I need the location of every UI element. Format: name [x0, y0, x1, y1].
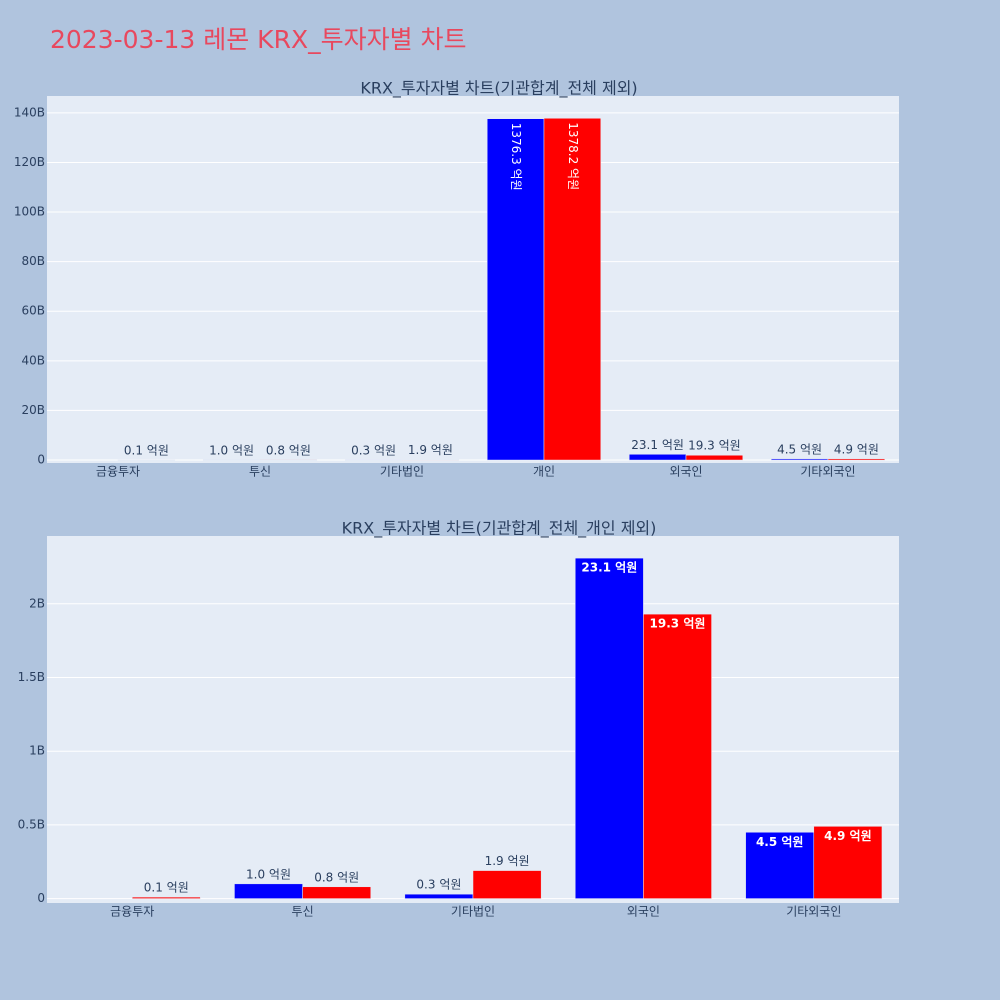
value-label: 4.5 억원 — [777, 442, 822, 456]
bar — [202, 459, 261, 461]
y-tick-label: 60B — [21, 304, 45, 318]
x-tick-label: 기타법인 — [451, 905, 495, 919]
x-tick-label: 기타외국인 — [800, 465, 855, 479]
x-tick-label: 기타법인 — [380, 465, 424, 479]
value-label: 0.1 억원 — [144, 881, 189, 895]
value-label: 0.3 억원 — [416, 878, 461, 892]
y-tick-label: 20B — [21, 403, 45, 417]
value-label: 4.9 억원 — [834, 442, 879, 456]
bar — [813, 826, 883, 899]
bar — [344, 459, 403, 461]
y-tick-label: 0 — [37, 891, 45, 905]
y-tick-label: 2B — [29, 596, 45, 610]
value-label: 19.3 억원 — [688, 439, 741, 453]
chart-title: KRX_투자자별 차트(기관합계_전체 제외) — [360, 79, 637, 99]
value-label: 1376.3 억원 — [509, 123, 523, 191]
y-tick-label: 40B — [21, 353, 45, 367]
value-label: 0.8 억원 — [314, 870, 359, 884]
value-label: 0.8 억원 — [266, 443, 311, 457]
y-tick-label: 0.5B — [18, 817, 45, 831]
bar — [827, 458, 886, 461]
y-tick-label: 100B — [14, 205, 45, 219]
x-tick-label: 투신 — [249, 465, 271, 479]
y-tick-label: 1B — [29, 744, 45, 758]
plot-area — [47, 96, 899, 463]
value-label: 1.9 억원 — [485, 854, 530, 868]
bar — [401, 459, 460, 461]
x-tick-label: 개인 — [533, 465, 555, 479]
value-label: 19.3 억원 — [650, 617, 706, 631]
x-tick-label: 외국인 — [669, 465, 702, 479]
x-tick-label: 기타외국인 — [786, 905, 841, 919]
y-tick-label: 80B — [21, 254, 45, 268]
bar — [543, 118, 602, 461]
bar — [628, 454, 687, 461]
value-label: 1.9 억원 — [408, 443, 453, 457]
value-label: 23.1 억원 — [631, 438, 684, 452]
value-label: 1378.2 억원 — [566, 122, 580, 190]
value-label: 1.0 억원 — [246, 867, 291, 881]
value-label: 1.0 억원 — [209, 443, 254, 457]
bar — [574, 557, 644, 899]
bar — [131, 896, 201, 899]
bar — [117, 459, 176, 461]
y-tick-label: 0 — [37, 453, 45, 467]
bar — [302, 886, 372, 899]
value-label: 23.1 억원 — [581, 561, 637, 575]
chart-title: KRX_투자자별 차트(기관합계_전체_개인 제외) — [342, 519, 657, 539]
page-title: 2023-03-13 레몬 KRX_투자자별 차트 — [50, 25, 467, 54]
y-tick-label: 1.5B — [18, 670, 45, 684]
bar — [404, 893, 474, 899]
value-label: 0.3 억원 — [351, 443, 396, 457]
y-tick-label: 120B — [14, 155, 45, 169]
bar — [770, 458, 829, 461]
x-tick-label: 금융투자 — [110, 905, 154, 919]
bar — [685, 454, 744, 461]
bar — [234, 883, 303, 899]
bar — [643, 613, 712, 899]
bar — [259, 459, 318, 461]
y-tick-label: 140B — [14, 105, 45, 119]
bar — [745, 832, 815, 899]
value-label: 4.9 억원 — [824, 829, 872, 843]
bar — [472, 870, 542, 899]
value-label: 0.1 억원 — [124, 443, 169, 457]
x-tick-label: 투신 — [292, 905, 314, 919]
bar — [486, 118, 545, 461]
x-tick-label: 금융투자 — [96, 465, 140, 479]
x-tick-label: 외국인 — [627, 905, 660, 919]
value-label: 4.5 억원 — [756, 835, 804, 849]
